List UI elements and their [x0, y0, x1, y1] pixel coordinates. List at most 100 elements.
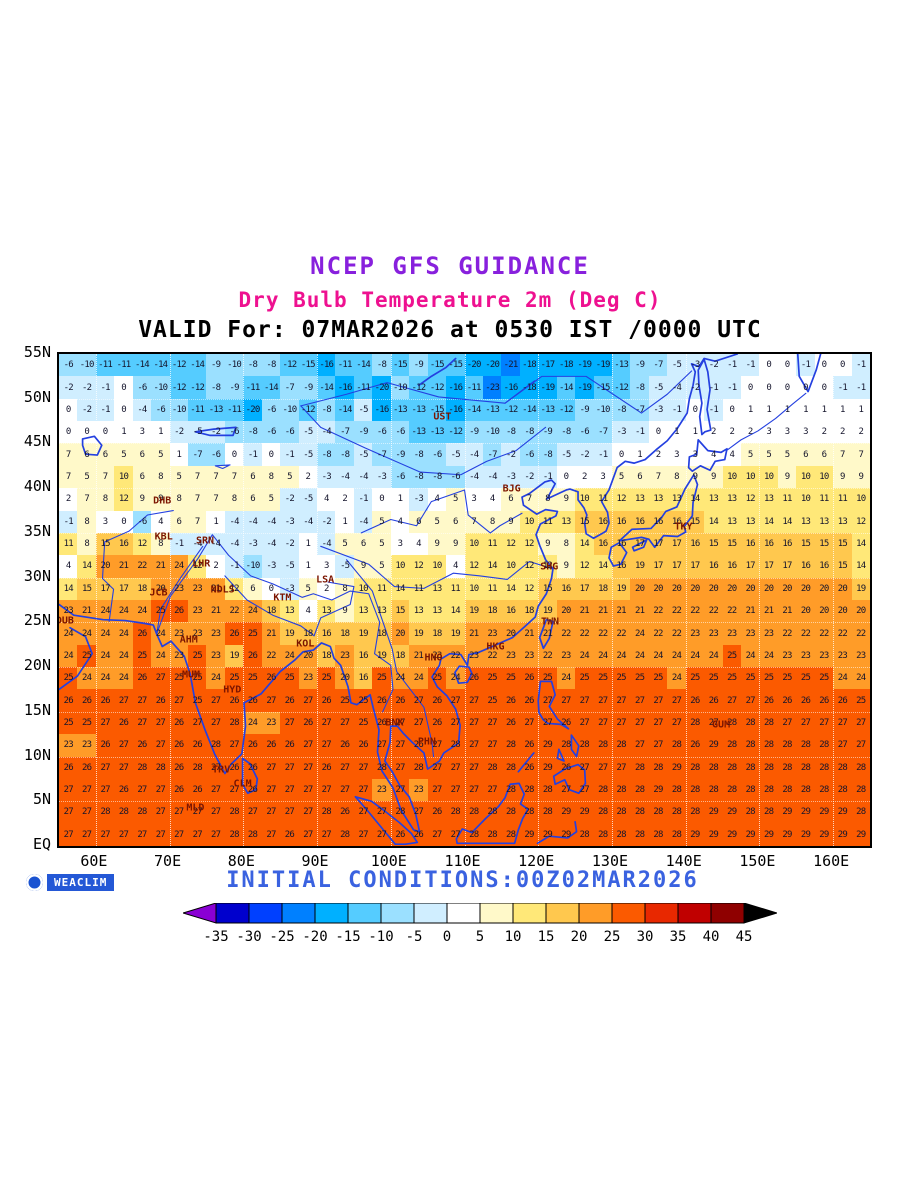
temperature-value: 29 [708, 740, 719, 751]
temperature-value: 27 [192, 829, 203, 840]
temperature-value: 27 [450, 785, 461, 796]
temperature-value: 15 [837, 561, 848, 572]
temperature-value: 28 [579, 740, 590, 751]
temperature-value: -13 [411, 427, 426, 438]
temperature-value: 7 [65, 449, 71, 460]
latitude-gridline [59, 801, 870, 803]
temperature-value: 21 [542, 628, 553, 639]
temperature-value: 27 [598, 695, 608, 706]
temperature-value: 21 [413, 650, 424, 661]
temperature-value: -4 [303, 516, 313, 527]
temperature-value: 27 [653, 740, 663, 751]
temperature-value: 6 [102, 449, 108, 460]
temperature-value: 27 [671, 718, 682, 728]
temperature-value: 19 [856, 583, 866, 594]
temperature-value: -2 [690, 382, 700, 393]
temperature-value: 17 [745, 561, 756, 572]
station-label-lsa: LSA [316, 574, 335, 586]
temperature-value: 17 [690, 561, 700, 572]
longitude-gridline [759, 354, 761, 846]
temperature-value: 20 [727, 583, 737, 594]
temperature-value: -11 [356, 382, 371, 393]
temperature-value: 6 [360, 539, 366, 550]
temperature-value: 18 [321, 650, 332, 661]
temperature-value: 1 [637, 449, 642, 460]
lat-tick-label: 50N [23, 387, 51, 406]
temperature-value: 14 [505, 583, 516, 594]
temperature-value: 6 [250, 494, 255, 505]
temperature-value: 14 [764, 516, 774, 527]
lon-tick-label: 100E [370, 852, 407, 870]
temperature-value: -9 [211, 360, 221, 371]
temperature-value: 23 [708, 628, 719, 639]
temperature-value: 28 [579, 829, 590, 840]
temperature-value: 10 [358, 583, 369, 594]
temperature-value: -15 [393, 360, 408, 371]
temperature-value: 28 [782, 740, 792, 751]
temperature-value: 29 [782, 807, 792, 818]
temperature-value: 19 [376, 650, 387, 661]
temperature-value: 29 [837, 807, 848, 818]
lat-tick-label: 45N [23, 432, 51, 451]
temperature-value: 27 [155, 829, 166, 840]
temperature-value: 21 [524, 628, 534, 639]
heatmap-cell [759, 488, 779, 512]
temperature-value: 29 [800, 829, 811, 840]
temperature-value: 7 [84, 494, 89, 505]
temperature-value: 29 [708, 807, 719, 818]
temperature-value: 26 [100, 695, 110, 706]
temperature-value: 27 [174, 807, 184, 818]
temperature-value: 11 [598, 494, 608, 505]
temperature-value: -9 [229, 382, 239, 393]
temperature-value: 0 [65, 427, 71, 438]
temperature-value: -2 [284, 539, 295, 550]
temperature-value: 24 [561, 673, 571, 684]
temperature-value: 28 [856, 785, 866, 796]
temperature-value: 10 [745, 472, 756, 482]
temperature-value: 26 [505, 718, 516, 728]
temperature-value: 26 [137, 673, 147, 684]
temperature-value: 28 [524, 807, 534, 818]
temperature-value: -15 [429, 360, 445, 371]
temperature-value: -10 [79, 360, 95, 371]
heatmap-cell [796, 532, 816, 556]
temperature-value: 27 [211, 785, 221, 796]
temperature-value: 10 [432, 561, 442, 572]
temperature-value: -5 [303, 449, 313, 460]
temperature-value: 28 [487, 807, 498, 818]
temperature-value: -9 [395, 449, 405, 460]
temperature-value: 26 [321, 695, 332, 706]
lon-tick-label: 90E [301, 852, 329, 870]
temperature-value: 18 [487, 606, 498, 617]
temperature-value: 25 [727, 650, 737, 661]
temperature-value: -7 [340, 427, 350, 438]
temperature-value: 14 [782, 516, 792, 527]
temperature-value: 5 [379, 516, 384, 527]
heatmap-cell [814, 465, 834, 489]
temperature-value: 27 [303, 695, 313, 706]
temperature-value: 28 [505, 785, 516, 796]
temperature-value: -16 [319, 360, 334, 371]
temperature-value: 25 [82, 650, 92, 661]
temperature-value: -9 [634, 360, 645, 371]
temperature-value: 28 [229, 807, 239, 818]
temperature-value: -6 [432, 449, 442, 460]
temperature-value: 25 [321, 673, 332, 684]
temperature-value: -13 [429, 427, 445, 438]
temperature-value: 12 [118, 494, 129, 505]
temperature-value: 7 [213, 472, 218, 482]
temperature-value: 29 [579, 807, 590, 818]
colorbar-segment [512, 902, 547, 924]
temperature-value: 28 [671, 829, 682, 840]
temperature-value: 2 [305, 472, 311, 482]
temperature-value: 1 [784, 404, 790, 415]
temperature-value: 21 [118, 561, 129, 572]
temperature-value: 28 [505, 740, 516, 751]
temperature-value: -15 [448, 360, 463, 371]
temperature-value: 1 [692, 427, 698, 438]
colorbar-segment [380, 902, 415, 924]
temperature-value: 2 [655, 449, 661, 460]
temperature-value: 8 [102, 494, 108, 505]
temperature-value: -9 [413, 360, 424, 371]
temperature-colorbar: -35 -30 -25 -20 -15 -10 -5 0 5 10 15 20 25 30 35 40 45 [181, 902, 779, 953]
